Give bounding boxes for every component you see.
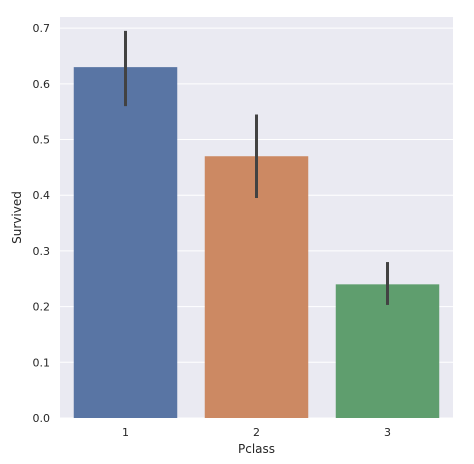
y-tick-label: 0.2: [33, 301, 51, 314]
y-tick-labels: 0.0 0.1 0.2 0.3 0.4 0.5 0.6 0.7: [33, 22, 51, 425]
bar-pclass-3: [335, 284, 440, 418]
y-tick-label: 0.7: [33, 22, 51, 35]
y-tick-label: 0.1: [33, 356, 51, 369]
x-axis-label: Pclass: [238, 442, 275, 456]
y-tick-label: 0.6: [33, 78, 51, 91]
x-tick-label: 2: [253, 426, 260, 439]
bar-pclass-2: [204, 156, 309, 418]
y-tick-label: 0.4: [33, 189, 51, 202]
y-axis-label: Survived: [10, 191, 24, 244]
x-tick-label: 3: [384, 426, 391, 439]
error-bars: [124, 30, 389, 305]
y-tick-label: 0.3: [33, 245, 51, 258]
x-tick-label: 1: [122, 426, 129, 439]
y-tick-label: 0.5: [33, 134, 51, 147]
y-tick-label: 0.0: [33, 412, 51, 425]
x-tick-labels: 1 2 3: [122, 426, 391, 439]
bar-pclass-1: [73, 67, 178, 418]
bars: [73, 67, 440, 418]
